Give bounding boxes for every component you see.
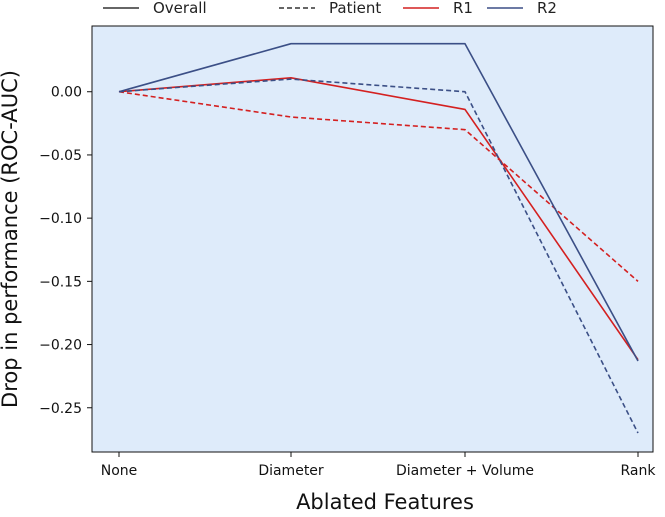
legend-label-patient: Patient xyxy=(329,0,381,17)
series-line-r2-overall xyxy=(118,42,639,362)
x-axis: None Diameter Diameter + Volume Rank xyxy=(101,452,657,479)
y-tick-label: −0.15 xyxy=(39,274,82,290)
legend-label-r2: R2 xyxy=(537,0,557,17)
series-layer xyxy=(118,42,639,434)
y-axis: 0.00 −0.05 −0.10 −0.15 −0.20 −0.25 xyxy=(39,85,92,417)
y-tick-label: −0.25 xyxy=(39,401,82,417)
x-tick-label: Diameter + Volume xyxy=(396,463,534,479)
legend-label-r1: R1 xyxy=(453,0,473,17)
y-tick-label: 0.00 xyxy=(51,85,82,101)
y-tick-label: −0.05 xyxy=(39,148,82,164)
x-tick-label: Diameter xyxy=(258,463,324,479)
series-line-r1-overall xyxy=(118,77,639,361)
x-axis-title: Ablated Features xyxy=(296,490,474,514)
y-axis-title: Drop in performance (ROC-AUC) xyxy=(0,70,22,408)
y-tick-label: −0.10 xyxy=(39,211,82,227)
series-line-r2-patient xyxy=(118,78,639,434)
legend: Overall Patient R1 R2 xyxy=(103,0,557,17)
x-tick-label: None xyxy=(101,463,138,479)
x-tick-label: Rank xyxy=(621,463,657,479)
legend-label-overall: Overall xyxy=(153,0,207,17)
y-tick-label: −0.20 xyxy=(39,338,82,354)
plot-area xyxy=(91,25,654,453)
